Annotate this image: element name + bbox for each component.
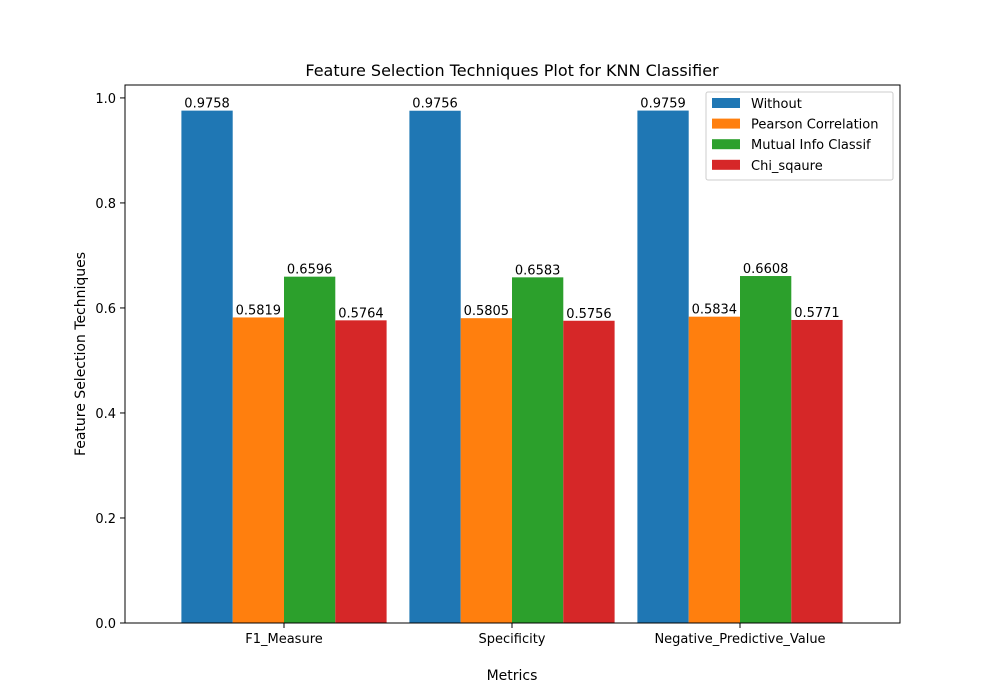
y-axis: 0.0 0.2 0.4 0.6 0.8 1.0 xyxy=(95,92,125,632)
x-axis: F1_Measure Specificity Negative_Predictive… xyxy=(245,623,826,647)
bar-value-label: 0.5805 xyxy=(464,304,510,319)
bar xyxy=(232,317,284,623)
chart-title: Feature Selection Techniques Plot for KN… xyxy=(305,61,719,80)
bars-group xyxy=(181,110,843,624)
bar-value-label: 0.5834 xyxy=(692,303,738,318)
legend-swatch xyxy=(712,139,740,150)
y-tick-label: 0.4 xyxy=(95,407,116,422)
legend-swatch xyxy=(712,98,740,108)
y-tick-label: 0.8 xyxy=(95,197,116,212)
bar-value-label: 0.5819 xyxy=(236,303,282,318)
y-tick-label: 0.2 xyxy=(95,512,116,527)
legend-label: Without xyxy=(751,97,802,112)
bar xyxy=(409,110,461,624)
bar-value-label: 0.5764 xyxy=(338,306,384,321)
bar xyxy=(637,110,689,623)
y-tick-label: 1.0 xyxy=(95,92,116,107)
bar-value-label: 0.5771 xyxy=(794,306,840,321)
bar-value-label: 0.9758 xyxy=(184,97,230,112)
bar-value-label: 0.6596 xyxy=(287,263,333,278)
bar-value-label: 0.9756 xyxy=(412,97,458,112)
bar xyxy=(460,318,512,623)
bar-value-label: 0.6583 xyxy=(515,263,561,278)
legend-swatch xyxy=(712,159,740,170)
bar xyxy=(284,276,336,623)
legend-label: Mutual Info Classif xyxy=(751,138,871,153)
bar-value-label: 0.9759 xyxy=(640,97,686,112)
y-axis-label: Feature Selection Techniques xyxy=(73,252,89,456)
bar xyxy=(181,110,233,624)
bar-value-label: 0.5756 xyxy=(566,307,612,322)
bar xyxy=(512,277,564,623)
x-axis-label: Metrics xyxy=(487,668,538,684)
legend-label: Pearson Correlation xyxy=(751,118,878,133)
bar xyxy=(563,320,615,623)
legend: Without Pearson Correlation Mutual Info Cl… xyxy=(705,91,894,181)
bar xyxy=(335,320,387,623)
bar-value-label: 0.6608 xyxy=(743,262,789,277)
y-tick-label: 0.6 xyxy=(95,302,116,317)
x-tick-label: F1_Measure xyxy=(245,632,323,647)
x-tick-label: Specificity xyxy=(479,632,546,647)
legend-swatch xyxy=(712,118,740,129)
bar xyxy=(688,316,740,623)
bar xyxy=(791,319,843,623)
x-tick-label: Negative_Predictive_Value xyxy=(654,632,825,647)
bar xyxy=(740,276,792,623)
legend-label: Chi_sqaure xyxy=(751,159,823,174)
legend-frame xyxy=(705,91,894,181)
y-tick-label: 0.0 xyxy=(95,617,116,632)
bar-labels-group: 0.9758 0.5819 0.6596 0.5764 0.9756 0.5805 0.65… xyxy=(184,97,839,322)
